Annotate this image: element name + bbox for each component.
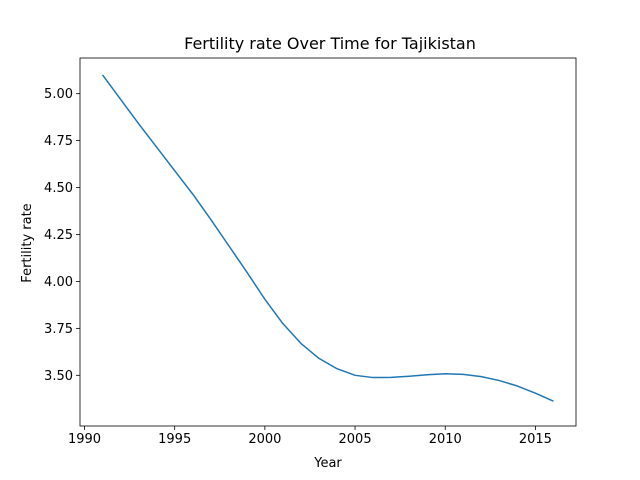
x-tick-label: 2000 — [248, 432, 281, 447]
chart-title: Fertility rate Over Time for Tajikistan — [184, 34, 476, 53]
x-tick-label: 1995 — [158, 432, 191, 447]
y-tick-label: 4.25 — [44, 228, 73, 243]
x-tick-label: 2015 — [519, 432, 552, 447]
y-tick-label: 3.75 — [44, 322, 73, 337]
x-tick-label: 1990 — [68, 432, 101, 447]
plot-frame — [79, 57, 577, 427]
plot-area: 1990 1995 2000 2005 2010 2015 3.50 3.75 4.00 4.25… — [44, 57, 577, 447]
y-axis-label: Fertility rate — [20, 203, 35, 282]
x-tick-label: 2010 — [429, 432, 462, 447]
y-tick-label: 4.00 — [44, 275, 73, 290]
y-tick-label: 4.75 — [44, 134, 73, 149]
series-line — [101, 74, 554, 402]
x-tick-label: 2005 — [339, 432, 372, 447]
x-axis-label: Year — [313, 456, 342, 471]
y-tick-label: 5.00 — [44, 87, 73, 102]
y-tick-label: 3.50 — [44, 369, 73, 384]
y-tick-label: 4.50 — [44, 181, 73, 196]
